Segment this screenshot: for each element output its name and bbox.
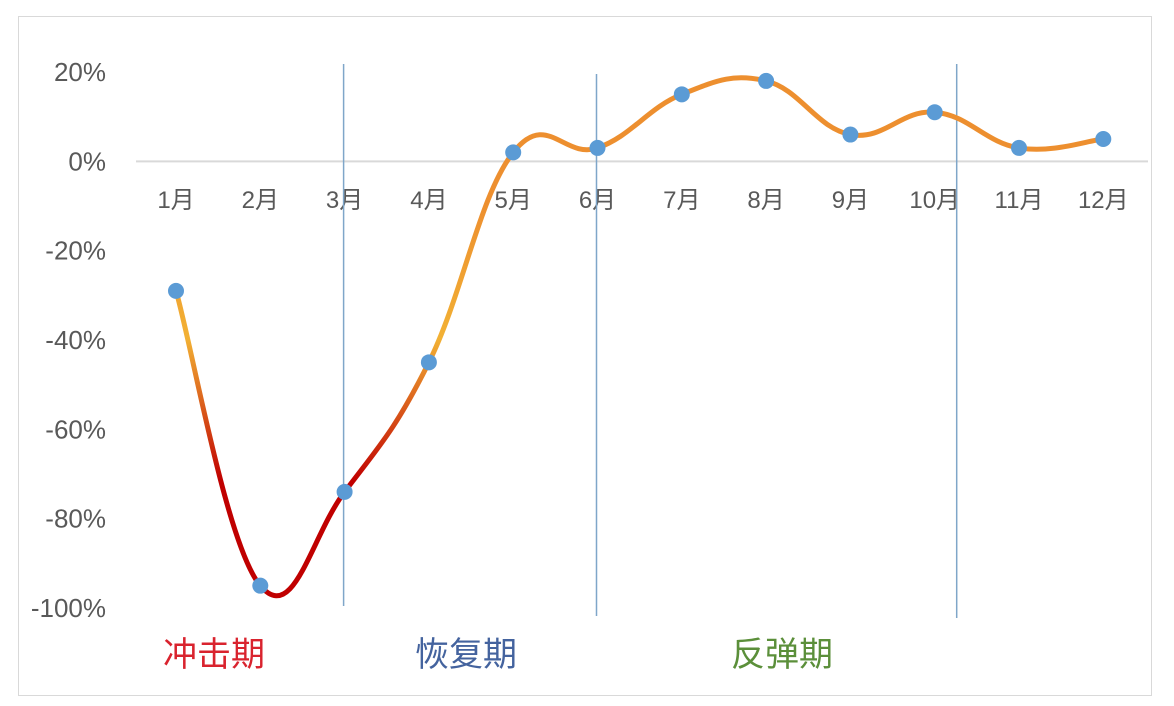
phase-label: 冲击期 [163, 636, 265, 674]
y-tick-label: -40% [45, 325, 106, 355]
x-tick-label: 1月 [157, 187, 194, 214]
x-tick-label: 8月 [747, 187, 784, 214]
data-point [1011, 139, 1027, 156]
phase-label: 恢复期 [415, 636, 517, 674]
y-tick-label: 20% [54, 57, 106, 87]
data-point [336, 483, 353, 500]
data-point [758, 72, 775, 89]
data-point [1095, 131, 1112, 147]
y-tick-label: -100% [31, 593, 106, 623]
x-tick-label: 12月 [1078, 187, 1129, 214]
data-point [420, 354, 437, 371]
data-point [842, 126, 859, 143]
x-tick-label: 3月 [326, 187, 363, 214]
x-tick-label: 11月 [995, 187, 1044, 214]
x-tick-label: 5月 [495, 187, 532, 214]
x-tick-label: 9月 [832, 187, 869, 214]
data-point [926, 104, 943, 121]
x-tick-label: 7月 [663, 187, 700, 214]
y-tick-label: 0% [68, 146, 106, 176]
y-tick-label: -60% [45, 414, 106, 444]
y-tick-label: -20% [45, 236, 106, 266]
x-tick-label: 10月 [909, 187, 960, 214]
y-tick-label: -80% [45, 504, 106, 534]
x-tick-label: 4月 [410, 187, 447, 214]
x-tick-label: 6月 [579, 187, 616, 214]
data-point [168, 282, 184, 299]
series-line [173, 75, 1106, 599]
data-point [589, 139, 606, 156]
data-point [505, 144, 522, 161]
data-point [673, 86, 690, 103]
data-point [252, 577, 269, 594]
chart-frame [18, 16, 1152, 696]
phase-label: 反弹期 [731, 636, 833, 674]
x-tick-label: 2月 [242, 187, 279, 214]
